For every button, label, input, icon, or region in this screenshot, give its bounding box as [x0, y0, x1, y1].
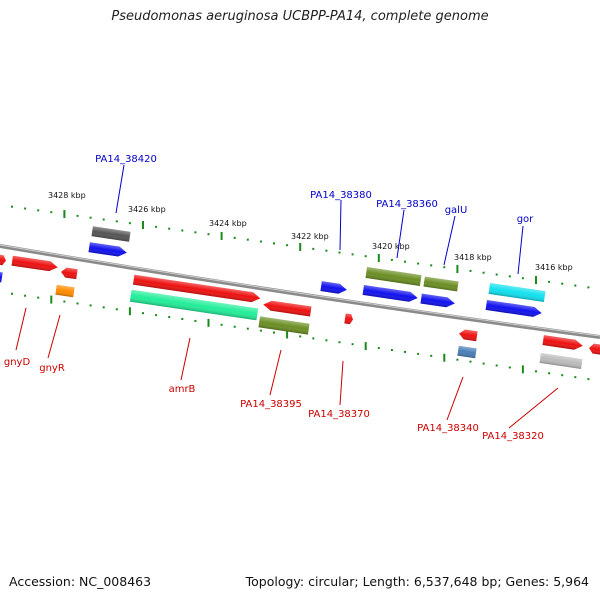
kbp-label: 3422 kbp [291, 232, 329, 241]
map-title: Pseudomonas aeruginosa UCBPP-PA14, compl… [111, 9, 489, 24]
gene-feature[interactable] [423, 276, 459, 292]
gene-labels: PA14_38420 PA14_38380 PA14_38360 galU gor gny… [4, 154, 544, 442]
gene-feature[interactable] [258, 316, 310, 335]
kbp-label: 3428 kbp [48, 191, 86, 200]
leader-line [115, 164, 125, 214]
gene-feature[interactable] [129, 289, 259, 321]
label-leader-lines [15, 164, 559, 429]
gene-label: amrB [169, 384, 196, 395]
gene-feature[interactable] [60, 267, 78, 280]
accession-text: Accession: NC_008463 [9, 574, 152, 589]
gene-feature[interactable] [539, 352, 583, 370]
gene-feature[interactable] [457, 345, 477, 359]
leader-line [269, 349, 282, 396]
inner-scale-ticks [11, 292, 590, 381]
gene-feature[interactable] [485, 299, 543, 318]
gene-label: PA14_38395 [240, 399, 302, 410]
gene-feature[interactable] [488, 282, 546, 303]
gene-label: PA14_38340 [417, 423, 479, 434]
leader-line [396, 209, 405, 259]
leader-line [15, 307, 27, 351]
gene-feature[interactable] [88, 242, 127, 257]
gene-feature[interactable] [0, 254, 7, 266]
gene-label: PA14_38370 [308, 409, 370, 420]
leader-line [517, 225, 524, 275]
gene-feature[interactable] [344, 313, 353, 325]
gene-feature[interactable] [55, 284, 75, 298]
gene-label: PA14_38360 [376, 199, 438, 210]
gene-feature[interactable] [320, 281, 347, 295]
gene-label: gnyD [4, 357, 31, 368]
gene-feature[interactable] [458, 329, 478, 342]
gene-label: galU [445, 205, 468, 216]
gene-feature[interactable] [11, 255, 59, 273]
gene-feature[interactable] [132, 274, 261, 304]
leader-line [339, 360, 344, 406]
gene-feature[interactable] [542, 335, 583, 351]
gene-label: PA14_38420 [95, 154, 157, 165]
leader-line [339, 199, 342, 251]
leader-line [47, 314, 61, 359]
gene-feature[interactable] [365, 267, 422, 286]
gene-feature[interactable] [588, 343, 600, 355]
gene-feature[interactable] [420, 293, 455, 309]
leader-line [443, 215, 456, 266]
leader-line [508, 387, 559, 429]
kbp-label: 3416 kbp [535, 263, 573, 272]
gene-feature[interactable] [0, 271, 3, 283]
gene-feature[interactable] [362, 285, 419, 303]
outer-scale-ticks [11, 205, 590, 289]
kbp-label: 3420 kbp [372, 242, 410, 251]
gene-label: gor [517, 214, 534, 225]
kbp-label: 3418 kbp [454, 253, 492, 262]
gene-feature[interactable] [91, 226, 131, 242]
kbp-labels: 3428 kbp 3426 kbp 3424 kbp 3422 kbp 3420 kbp… [48, 191, 573, 272]
leader-line [446, 376, 464, 421]
gene-feature[interactable] [263, 300, 312, 317]
gene-label: PA14_38320 [482, 431, 544, 442]
kbp-label: 3424 kbp [209, 219, 247, 228]
gene-label: gnyR [39, 363, 65, 374]
gene-features [0, 226, 600, 370]
leader-line [180, 337, 191, 381]
kbp-label: 3426 kbp [128, 205, 166, 214]
gene-label: PA14_38380 [310, 190, 372, 201]
topology-text: Topology: circular; Length: 6,537,648 bp… [245, 574, 589, 589]
genome-backbone [0, 244, 600, 339]
